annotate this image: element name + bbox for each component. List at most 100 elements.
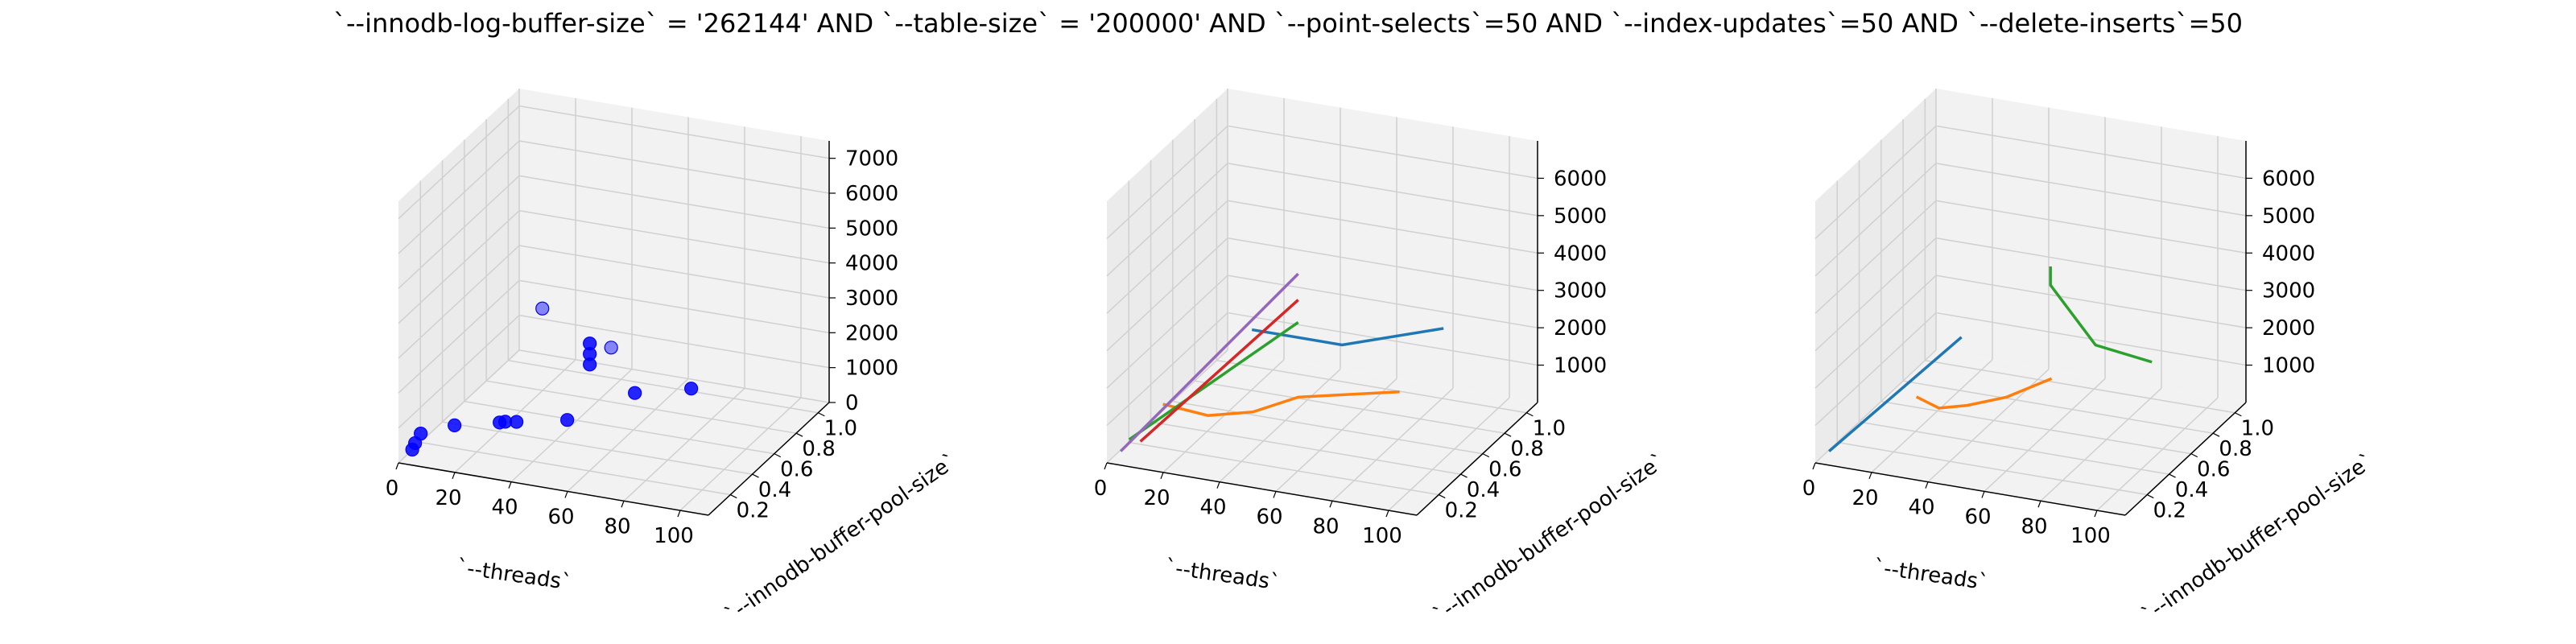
grid-line [1162, 359, 1285, 473]
series-line-2 [1915, 377, 2053, 410]
grid-line [1814, 125, 1937, 239]
y-tick-mark [2169, 473, 2176, 478]
scatter-point [684, 382, 699, 396]
grid-line [1880, 400, 2191, 455]
pane [1815, 89, 1936, 463]
x-tick-label: 0 [386, 477, 399, 501]
pane [519, 89, 829, 402]
y-tick-label: 0.6 [1488, 458, 1521, 482]
grid-line [1925, 359, 2235, 414]
x-tick-label: 60 [1964, 505, 1991, 529]
grid-line [1106, 275, 1228, 389]
x-tick-label: 20 [435, 486, 461, 510]
y-axis-line [708, 402, 830, 516]
pane [398, 350, 829, 515]
y-tick-mark [1504, 432, 1512, 437]
grid-line [464, 400, 774, 455]
pane [1936, 89, 2246, 402]
series-line-5 [1119, 272, 1299, 452]
x-tick-label: 20 [1852, 486, 1878, 510]
grid-line [398, 140, 520, 254]
grid-line [623, 387, 745, 502]
x-tick-mark [1812, 462, 1816, 470]
x-tick-label: 40 [1199, 496, 1226, 520]
scatter-point [414, 427, 428, 441]
grid-line [1814, 312, 1937, 427]
grid-line [1935, 237, 2247, 291]
z-tick-label: 6000 [2262, 167, 2315, 191]
z-tick-label: 1000 [1554, 354, 1607, 378]
pane [1107, 89, 1228, 463]
grid-line [442, 421, 753, 475]
grid-line [1871, 359, 1993, 473]
x-tick-mark [1329, 501, 1333, 508]
series-line-2 [1162, 390, 1400, 417]
grid-line [1814, 275, 1937, 389]
y-tick-label: 0.6 [2197, 458, 2230, 482]
z-tick-label: 5000 [1554, 204, 1607, 229]
x-tick-label: 80 [2021, 514, 2047, 539]
y-tick-mark [818, 412, 825, 417]
grid-line [1814, 200, 1937, 314]
grid-line [1227, 200, 1538, 254]
x-tick-label: 80 [1312, 514, 1339, 539]
z-tick-label: 5000 [845, 217, 898, 241]
x-tick-mark [564, 491, 568, 498]
z-tick-label: 3000 [845, 287, 898, 311]
z-tick-label: 1000 [2262, 354, 2315, 378]
y-tick-label: 0.8 [2219, 437, 2252, 461]
z-tick-label: 6000 [845, 182, 898, 206]
y-tick-label: 0.4 [2175, 478, 2208, 502]
scatter-point [604, 341, 618, 355]
x-axis-label: `--threads` [1163, 555, 1281, 596]
z-tick-label: 3000 [1554, 279, 1607, 303]
scatter-point [628, 386, 642, 400]
grid-line [1814, 163, 1937, 277]
grid-line [420, 441, 731, 496]
series-line-3 [1128, 321, 1299, 441]
grid-line [1837, 441, 2148, 496]
x-axis-label: `--threads` [1872, 555, 1989, 596]
y-tick-mark [2235, 412, 2242, 417]
grid-line [567, 378, 689, 493]
y-tick-label: 1.0 [2241, 417, 2274, 441]
x-tick-mark [2037, 501, 2041, 508]
grid-line [1935, 125, 2247, 180]
grid-line [518, 105, 830, 159]
x-tick-mark [621, 501, 625, 508]
z-tick-label: 4000 [845, 252, 898, 276]
grid-line [1216, 359, 1527, 414]
grid-line [2040, 387, 2162, 502]
x-tick-label: 60 [1256, 505, 1282, 529]
x-tick-mark [1868, 472, 1872, 480]
y-tick-label: 1.0 [824, 417, 857, 441]
x-tick-mark [395, 462, 399, 470]
grid-line [1106, 163, 1228, 277]
z-tick-label: 1000 [845, 357, 898, 381]
grid-line [1106, 125, 1228, 239]
y-tick-mark [1482, 453, 1490, 458]
z-tick-label: 2000 [845, 321, 898, 345]
grid-line [398, 210, 520, 324]
z-tick-label: 4000 [1554, 242, 1607, 266]
y-axis-line [2124, 402, 2247, 516]
grid-line [1227, 163, 1538, 217]
y-axis-line [1416, 402, 1538, 516]
y-tick-mark [1460, 473, 1468, 478]
x-axis-line [398, 462, 709, 516]
z-tick-label: 6000 [1554, 167, 1607, 191]
x-tick-label: 100 [2070, 524, 2111, 548]
x-tick-mark [1104, 462, 1108, 470]
x-tick-mark [1216, 481, 1220, 489]
y-tick-label: 0.6 [780, 458, 813, 482]
x-tick-mark [1160, 472, 1164, 480]
x-tick-mark [1385, 510, 1389, 518]
z-tick-label: 2000 [2262, 316, 2315, 341]
grid-line [1814, 237, 1937, 352]
y-tick-label: 0.4 [758, 478, 791, 502]
grid-line [1935, 200, 2247, 254]
grid-line [1129, 441, 1439, 496]
figure-title: `--innodb-log-buffer-size` = '262144' AN… [333, 8, 2243, 39]
grid-line [518, 140, 830, 194]
y-tick-mark [2147, 494, 2154, 499]
